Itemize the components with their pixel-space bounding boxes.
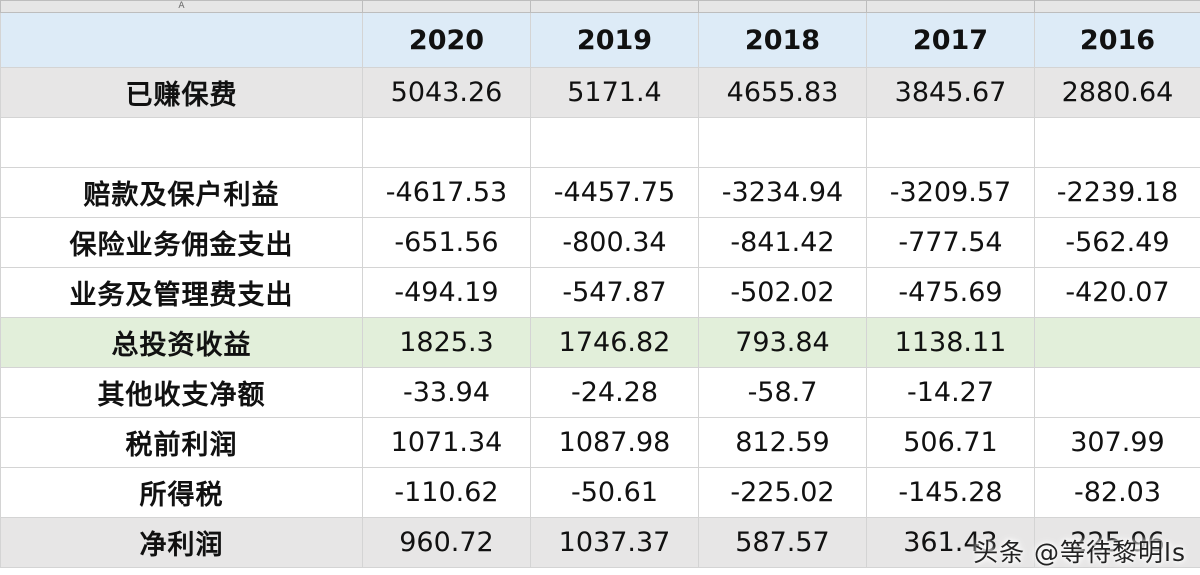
value-cell[interactable]: -547.87 [530,267,699,318]
table-row: 所得税 -110.62 -50.61 -225.02 -145.28 -82.03 [0,467,1200,518]
value-cell[interactable]: -110.62 [362,467,531,518]
column-header-a[interactable]: A [0,0,363,13]
column-header-row: A [0,0,1200,13]
value-cell[interactable]: -24.28 [530,367,699,418]
value-cell[interactable]: -494.19 [362,267,531,318]
value-cell[interactable]: 793.84 [698,317,867,368]
value-cell[interactable]: -3234.94 [698,167,867,218]
watermark: 头条 @等待黎明ls [973,538,1186,567]
value-cell[interactable]: 812.59 [698,417,867,468]
value-cell[interactable]: -14.27 [866,367,1035,418]
value-cell[interactable]: -841.42 [698,217,867,268]
table-row: 已赚保费 5043.26 5171.4 4655.83 3845.67 2880.64 [0,67,1200,118]
value-cell[interactable]: 587.57 [698,517,867,568]
row-label-cell[interactable]: 赔款及保户利益 [0,167,363,218]
value-cell[interactable] [362,117,531,168]
value-cell[interactable] [866,117,1035,168]
value-cell[interactable]: -225.02 [698,467,867,518]
value-cell[interactable]: -4457.75 [530,167,699,218]
year-cell[interactable]: 2017 [866,12,1035,68]
value-cell[interactable]: -33.94 [362,367,531,418]
year-header-row: 2020 2019 2018 2017 2016 [0,12,1200,68]
value-cell[interactable]: 1071.34 [362,417,531,468]
value-cell[interactable]: 307.99 [1034,417,1200,468]
column-header-e[interactable] [866,0,1035,13]
table-row: 其他收支净额 -33.94 -24.28 -58.7 -14.27 [0,367,1200,418]
value-cell[interactable] [1034,117,1200,168]
year-cell[interactable]: 2019 [530,12,699,68]
row-label-cell[interactable]: 总投资收益 [0,317,363,368]
value-cell[interactable]: 1138.11 [866,317,1035,368]
value-cell[interactable]: 1087.98 [530,417,699,468]
row-label-cell[interactable]: 所得税 [0,467,363,518]
value-cell[interactable]: -50.61 [530,467,699,518]
value-cell[interactable]: 1746.82 [530,317,699,368]
value-cell[interactable]: -800.34 [530,217,699,268]
row-label-cell[interactable]: 业务及管理费支出 [0,267,363,318]
year-header-corner-cell[interactable] [0,12,363,68]
row-label-cell[interactable]: 税前利润 [0,417,363,468]
value-cell[interactable]: 2880.64 [1034,67,1200,118]
table-row: 总投资收益 1825.3 1746.82 793.84 1138.11 [0,317,1200,368]
value-cell[interactable]: 361.43 [866,517,1035,568]
value-cell[interactable] [698,117,867,168]
row-label-cell[interactable]: 保险业务佣金支出 [0,217,363,268]
value-cell[interactable]: 1037.37 [530,517,699,568]
value-cell[interactable]: -145.28 [866,467,1035,518]
table-row: 税前利润 1071.34 1087.98 812.59 506.71 307.99 [0,417,1200,468]
table-row: 保险业务佣金支出 -651.56 -800.34 -841.42 -777.54 -562… [0,217,1200,268]
value-cell[interactable]: -2239.18 [1034,167,1200,218]
year-cell[interactable]: 2018 [698,12,867,68]
value-cell[interactable]: 506.71 [866,417,1035,468]
value-cell[interactable]: -651.56 [362,217,531,268]
row-label-cell[interactable]: 净利润 [0,517,363,568]
value-cell[interactable] [530,117,699,168]
value-cell[interactable]: -58.7 [698,367,867,418]
value-cell[interactable]: -475.69 [866,267,1035,318]
value-cell[interactable]: -420.07 [1034,267,1200,318]
column-header-b[interactable] [362,0,531,13]
column-header-c[interactable] [530,0,699,13]
table-row: 业务及管理费支出 -494.19 -547.87 -502.02 -475.69 -420… [0,267,1200,318]
value-cell[interactable]: -562.49 [1034,217,1200,268]
value-cell[interactable]: -777.54 [866,217,1035,268]
value-cell[interactable]: 4655.83 [698,67,867,118]
row-label-cell[interactable]: 其他收支净额 [0,367,363,418]
table-row: 净利润 960.72 1037.37 587.57 361.43 225.96 [0,517,1200,568]
value-cell[interactable]: 225.96 [1034,517,1200,568]
value-cell[interactable]: 3845.67 [866,67,1035,118]
table-row: 赔款及保户利益 -4617.53 -4457.75 -3234.94 -3209.57-… [0,167,1200,218]
value-cell[interactable]: -502.02 [698,267,867,318]
year-cell[interactable]: 2020 [362,12,531,68]
value-cell[interactable]: 1825.3 [362,317,531,368]
value-cell[interactable]: 5043.26 [362,67,531,118]
column-header-d[interactable] [698,0,867,13]
value-cell[interactable]: -82.03 [1034,467,1200,518]
column-header-f[interactable] [1034,0,1200,13]
value-cell[interactable] [1034,367,1200,418]
value-cell[interactable] [1034,317,1200,368]
value-cell[interactable]: -3209.57 [866,167,1035,218]
value-cell[interactable]: -4617.53 [362,167,531,218]
row-label-cell[interactable] [0,117,363,168]
value-cell[interactable]: 960.72 [362,517,531,568]
table-row [0,117,1200,168]
value-cell[interactable]: 5171.4 [530,67,699,118]
year-cell[interactable]: 2016 [1034,12,1200,68]
row-label-cell[interactable]: 已赚保费 [0,67,363,118]
